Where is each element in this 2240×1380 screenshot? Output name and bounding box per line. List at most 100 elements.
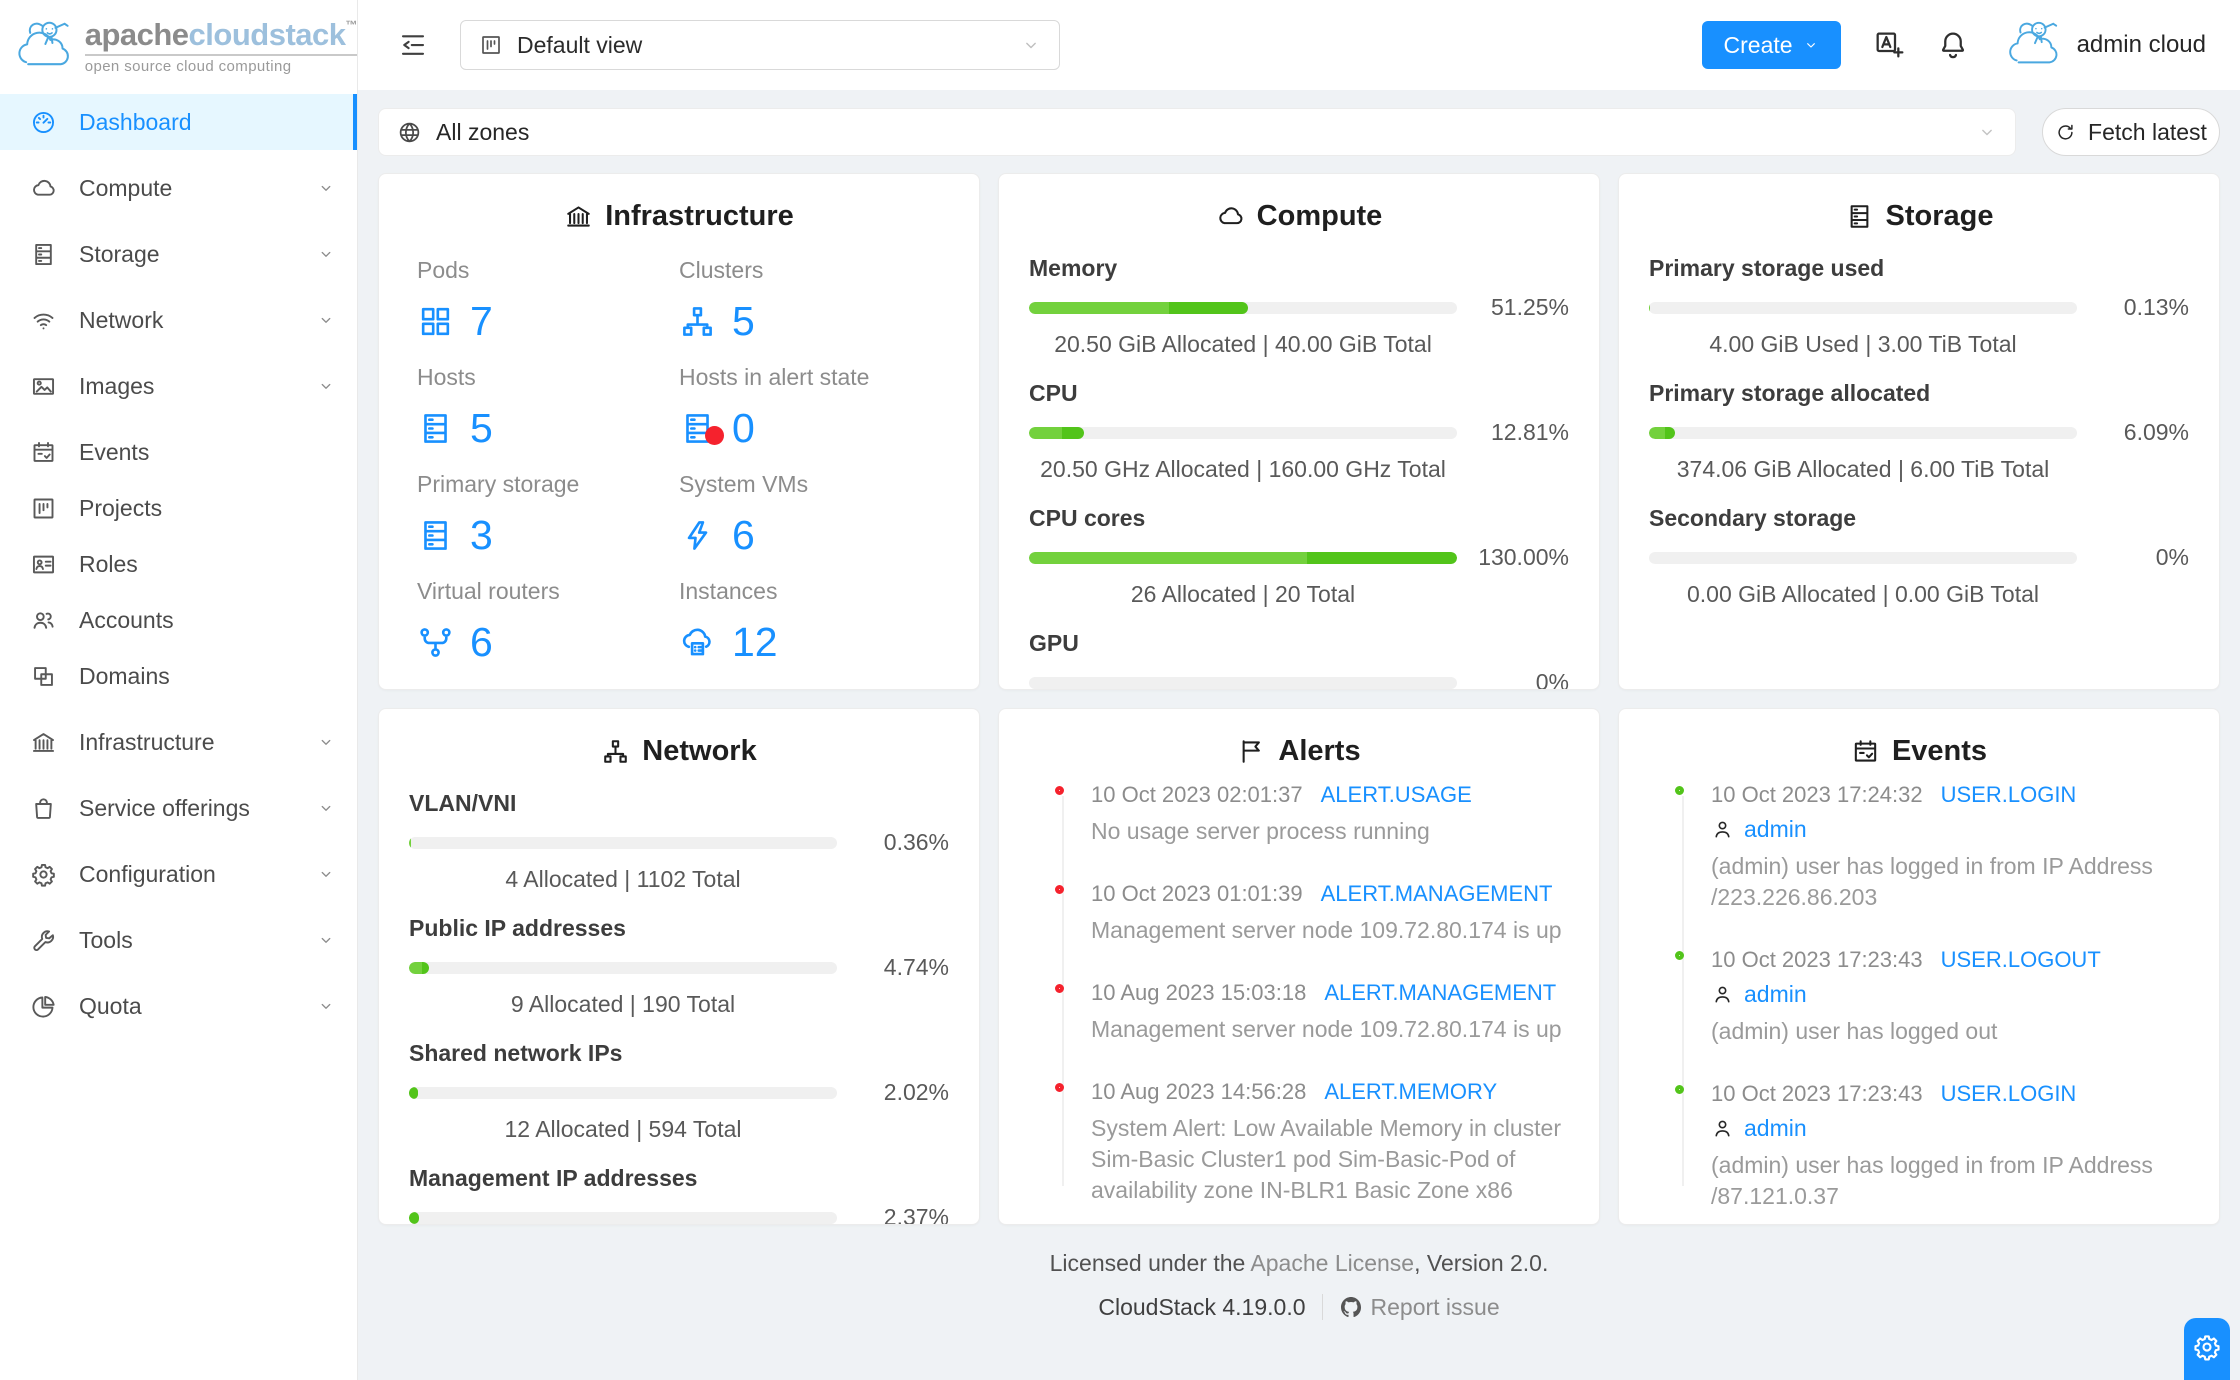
event-type-link[interactable]: USER.LOGIN <box>1940 782 2077 807</box>
translate-icon[interactable] <box>1873 29 1905 61</box>
stat-hosts-alert[interactable]: Hosts in alert state 0 <box>679 364 870 451</box>
stat-system-vms[interactable]: System VMs 6 <box>679 471 809 558</box>
sidebar-item-roles[interactable]: Roles <box>0 536 357 592</box>
event-user-link[interactable]: admin <box>1744 1115 1807 1141</box>
sidebar-item-tools[interactable]: Tools <box>0 912 357 968</box>
sidebar-item-configuration[interactable]: Configuration <box>0 846 357 902</box>
stat-clusters[interactable]: Clusters 5 <box>679 257 764 344</box>
sidebar-item-label: Domains <box>79 662 170 689</box>
sidebar-item-dashboard[interactable]: Dashboard <box>0 94 357 150</box>
stat-pods[interactable]: Pods 7 <box>417 257 493 344</box>
meter-label: Primary storage allocated <box>1649 380 1931 406</box>
sidebar-item-compute[interactable]: Compute <box>0 160 357 216</box>
apache-license-link[interactable]: Apache License <box>1250 1250 1415 1276</box>
alerts-card: Alerts 10 Oct 2023 02:01:37 ALERT.USAGE N… <box>998 708 1600 1225</box>
sidebar-menu: Dashboard Compute Storage Network Images… <box>0 92 357 1034</box>
sidebar-item-storage[interactable]: Storage <box>0 226 357 282</box>
chevron-down-icon <box>317 931 335 949</box>
alert-type-link[interactable]: ALERT.USAGE <box>1320 782 1472 807</box>
events-card: Events 10 Oct 2023 17:24:32 USER.LOGIN ad… <box>1618 708 2220 1225</box>
meter-caption: 26 Allocated | 20 Total <box>1130 581 1356 607</box>
sidebar-item-images[interactable]: Images <box>0 358 357 414</box>
zone-select[interactable]: All zones <box>378 108 2016 156</box>
sidebar-item-infrastructure[interactable]: Infrastructure <box>0 714 357 770</box>
sidebar-item-quota[interactable]: Quota <box>0 978 357 1034</box>
report-issue-link[interactable]: Report issue <box>1339 1287 1500 1327</box>
fetch-latest-label: Fetch latest <box>2088 118 2207 145</box>
stat-instances[interactable]: Instances 12 <box>679 578 778 665</box>
sidebar-item-events[interactable]: Events <box>0 424 357 480</box>
bell-icon[interactable] <box>1937 29 1969 61</box>
mascot-logo-icon <box>12 16 77 76</box>
meter-label: Shared network IPs <box>409 1040 623 1066</box>
meter-label: Management IP addresses <box>409 1165 698 1191</box>
sidebar-item-label: Events <box>79 438 150 465</box>
shared-ip-progress-bar: 2.02% <box>409 1079 949 1106</box>
sidebar-item-label: Tools <box>79 926 133 953</box>
mascot-avatar <box>2001 18 2067 72</box>
alert-type-link[interactable]: ALERT.MEMORY <box>1324 1079 1498 1104</box>
event-user-link[interactable]: admin <box>1744 816 1807 842</box>
sidebar-item-projects[interactable]: Projects <box>0 480 357 536</box>
cloud-icon <box>30 175 57 202</box>
stat-virtual-routers[interactable]: Virtual routers 6 <box>417 578 560 665</box>
event-type-link[interactable]: USER.LOGIN <box>1940 1081 2077 1106</box>
create-button[interactable]: Create <box>1701 21 1841 69</box>
alert-time: 10 Oct 2023 01:01:39 <box>1091 881 1303 906</box>
green-event-dot <box>1675 1085 1684 1094</box>
fetch-latest-button[interactable]: Fetch latest <box>2042 108 2220 156</box>
sidebar-item-service-offerings[interactable]: Service offerings <box>0 780 357 836</box>
event-type-link[interactable]: USER.LOGOUT <box>1940 947 2101 972</box>
alert-type-link[interactable]: ALERT.MANAGEMENT <box>1324 980 1557 1005</box>
alert-message: No usage server process running <box>1091 818 1430 844</box>
alert-time: 10 Aug 2023 14:56:28 <box>1091 1079 1307 1104</box>
sidebar-item-label: Infrastructure <box>79 728 215 755</box>
event-time: 10 Oct 2023 17:24:32 <box>1711 782 1923 807</box>
event-time: 10 Oct 2023 17:23:43 <box>1711 1081 1923 1106</box>
chevron-down-icon <box>1977 122 1997 142</box>
project-icon <box>479 33 503 57</box>
compute-card-title: Compute <box>999 174 1599 233</box>
chevron-down-icon <box>317 179 335 197</box>
brand-logo: apachecloudstack™ open source cloud comp… <box>0 0 357 92</box>
zone-select-value: All zones <box>436 118 530 145</box>
meter-caption: 12 Allocated | 594 Total <box>504 1116 742 1142</box>
settings-fab-button[interactable] <box>2184 1318 2230 1380</box>
view-select[interactable]: Default view <box>460 20 1060 70</box>
sidebar-item-domains[interactable]: Domains <box>0 648 357 704</box>
brand-subtitle: open source cloud computing <box>84 53 357 74</box>
license-text: Licensed under the <box>1049 1250 1251 1276</box>
storage-card-title: Storage <box>1619 174 2219 233</box>
alert-time: 10 Aug 2023 15:03:18 <box>1091 980 1307 1005</box>
menu-fold-icon[interactable] <box>398 30 428 60</box>
pie-chart-icon <box>30 993 57 1020</box>
license-text: , Version 2.0. <box>1414 1250 1549 1276</box>
gpu-progress-bar: 0% <box>1029 669 1569 689</box>
stat-primary-storage[interactable]: Primary storage 3 <box>417 471 580 558</box>
sidebar-item-accounts[interactable]: Accounts <box>0 592 357 648</box>
alert-item: 10 Aug 2023 14:56:28 ALERT.MEMORY System … <box>1029 1079 1569 1206</box>
meter-label: CPU <box>1029 380 1078 406</box>
gear-icon <box>30 861 57 888</box>
network-card: Network VLAN/VNI 0.36% 4 Allocated | 110… <box>378 708 980 1225</box>
stat-hosts[interactable]: Hosts 5 <box>417 364 493 451</box>
green-event-dot <box>1675 786 1684 795</box>
event-user-link[interactable]: admin <box>1744 981 1807 1007</box>
user-icon <box>1711 1117 1734 1140</box>
alert-type-link[interactable]: ALERT.MANAGEMENT <box>1320 881 1553 906</box>
primary-used-progress-bar: 0.13% <box>1649 294 2189 321</box>
sidebar-item-network[interactable]: Network <box>0 292 357 348</box>
database-icon <box>417 410 454 447</box>
meter-caption: 4 Allocated | 1102 Total <box>505 866 741 892</box>
meter-caption: 20.50 GiB Allocated | 40.00 GiB Total <box>1054 331 1432 357</box>
version-text: CloudStack 4.19.0.0 <box>1098 1294 1306 1320</box>
cpu-cores-progress-bar: 130.00% <box>1029 544 1569 571</box>
red-alert-dot <box>1055 1083 1064 1092</box>
sidebar-item-label: Compute <box>79 174 173 201</box>
user-menu[interactable]: admin cloud <box>2001 18 2206 72</box>
zone-bar: All zones Fetch latest <box>378 108 2220 156</box>
green-event-dot <box>1675 951 1684 960</box>
sidebar-item-label: Quota <box>79 992 142 1019</box>
thunderbolt-icon <box>679 517 716 554</box>
